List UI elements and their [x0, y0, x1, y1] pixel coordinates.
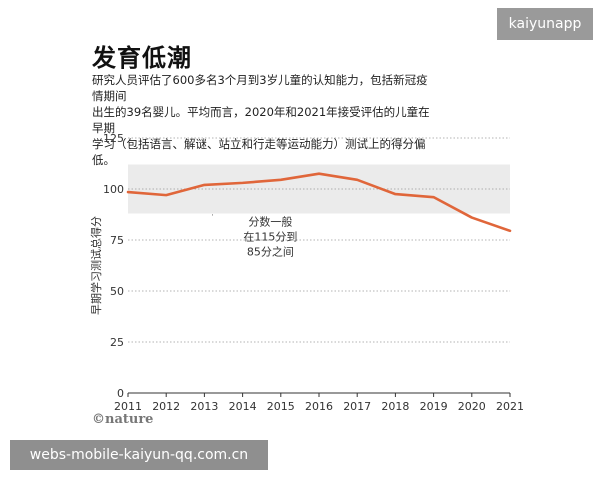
- series-line: [126, 172, 512, 233]
- x-tick-label: 2011: [114, 400, 142, 413]
- watermark-bottom: webs-mobile-kaiyun-qq.com.cn: [10, 440, 268, 470]
- y-axis-label: 早期学习测试总得分: [89, 216, 103, 315]
- chart-subtitle: 研究人员评估了600多名3个月到3岁儿童的认知能力，包括新冠疫情期间 出生的39…: [92, 72, 432, 168]
- annotation-text: 分数一般: [248, 215, 292, 228]
- x-tick-label: 2015: [267, 400, 295, 413]
- x-tick-label: 2012: [152, 400, 180, 413]
- subtitle-line: 出生的39名婴儿。平均而言，2020年和2021年接受评估的儿童在早期: [92, 105, 430, 135]
- y-tick-label: 0: [117, 387, 124, 400]
- y-tick-label: 125: [103, 132, 124, 145]
- watermark-top: kaiyunapp: [497, 8, 593, 40]
- annotation-text: 85分之间: [247, 244, 294, 258]
- y-tick-label: 50: [110, 285, 124, 298]
- x-tick-label: 2013: [190, 400, 218, 413]
- x-tick-label: 2014: [229, 400, 257, 413]
- subtitle-line: 学习（包括语言、解谜、站立和行走等运动能力）测试上的得分偏低。: [92, 137, 426, 167]
- x-tick-label: 2016: [305, 400, 333, 413]
- nature-logo: ©nature: [92, 412, 154, 427]
- y-tick-label: 75: [110, 234, 124, 247]
- x-tick-label: 2017: [343, 400, 371, 413]
- subtitle-line: 研究人员评估了600多名3个月到3岁儿童的认知能力，包括新冠疫情期间: [92, 73, 428, 103]
- chart-title: 发育低潮: [92, 44, 192, 72]
- x-tick-label: 2021: [496, 400, 524, 413]
- x-tick-label: 2020: [458, 400, 486, 413]
- y-tick-label: 100: [103, 183, 124, 196]
- y-tick-label: 25: [110, 336, 124, 349]
- annotation-text: 在115分到: [243, 230, 297, 243]
- x-tick-label: 2018: [381, 400, 409, 413]
- x-tick-label: 2019: [420, 400, 448, 413]
